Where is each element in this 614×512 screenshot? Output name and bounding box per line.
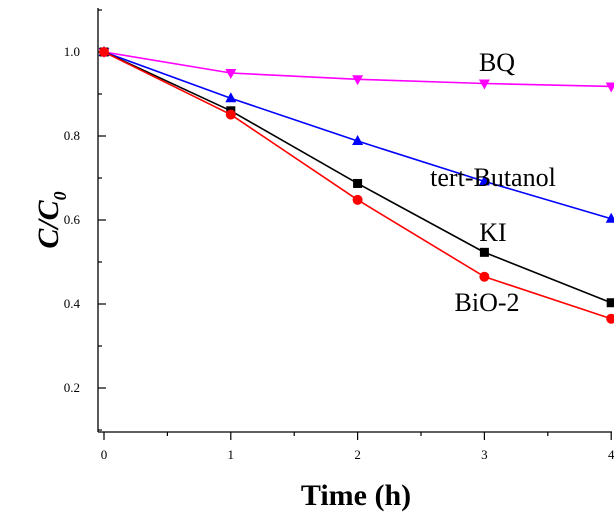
point-bio-2-marker [352,194,363,205]
point-tert-butanol-marker [352,135,364,146]
x-tick-label: 2 [354,447,361,462]
point-bq-marker [352,75,364,86]
point-tert-butanol-marker [478,175,490,186]
labels: BQ tert-Butanol KI BiO-2 [430,48,556,317]
point-bq-marker [225,69,237,79]
point-ki-marker [353,178,363,188]
x-tick-label: 4 [608,447,614,462]
series-bio-2 [99,47,614,324]
y-tick-label: 0.2 [64,380,80,395]
point-tert-butanol-marker [225,92,237,103]
y-tick-label: 0.4 [64,296,81,311]
point-bio-2-marker [99,47,109,57]
series-label-bq: BQ [479,48,515,77]
series-label-ki: KI [479,218,506,247]
point-bio-2-marker [479,271,490,282]
y-tick-label: 0.6 [64,212,81,227]
y-axis-title-subscript: 0 [50,191,70,200]
series-label-tert-butanol: tert-Butanol [430,163,556,192]
y-tick-label: 1.0 [64,44,80,59]
x-tick-label: 3 [481,447,488,462]
x-axis-title: Time (h) [301,479,411,512]
x-tick-label: 1 [228,447,235,462]
y-axis-title: C/C0 [32,191,70,248]
point-bio-2-marker [606,313,614,324]
x-tick-label: 0 [101,447,108,462]
point-ki-marker [479,247,489,257]
point-ki-marker [606,298,614,308]
point-bq-marker [605,82,614,93]
series-layer [98,46,614,324]
y-axis-title-main: C/C [32,199,65,248]
point-bio-2-marker [225,109,236,120]
point-bq-marker [478,79,490,90]
series-label-bio-2: BiO-2 [455,288,520,317]
point-tert-butanol-marker [605,212,614,223]
y-tick-label: 0.8 [64,128,80,143]
